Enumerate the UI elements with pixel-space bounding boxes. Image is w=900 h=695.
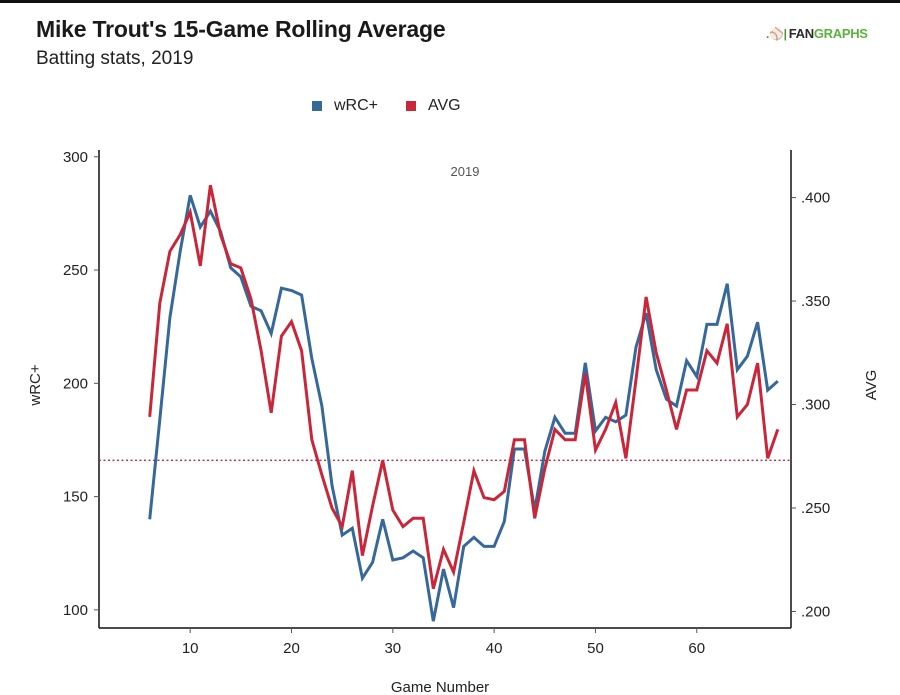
legend-label-wrc: wRC+ — [334, 97, 379, 114]
chart-title: Mike Trout's 15-Game Rolling Average — [36, 16, 446, 42]
x-tick-label: 40 — [486, 640, 503, 657]
y-right-tick-label: .400 — [801, 190, 830, 207]
x-tick-label: 60 — [688, 640, 705, 657]
legend-label-avg: AVG — [428, 97, 461, 114]
axes: 10 20 30 40 50 60 100 150 200 250 300 .200 .250 .300.… — [63, 149, 830, 657]
panel-label: 2019 — [451, 164, 480, 179]
y-left-tick-label: 150 — [63, 489, 88, 506]
x-tick-label: 10 — [182, 640, 199, 657]
y-left-tick-label: 300 — [63, 149, 88, 166]
x-tick-label: 30 — [384, 640, 401, 657]
legend: wRC+ AVG — [312, 97, 489, 115]
y-left-tick-label: 200 — [63, 375, 88, 392]
y-right-tick-label: .350 — [801, 293, 830, 310]
logo-text-graphs: GRAPHS — [813, 26, 868, 41]
legend-swatch-wrc — [312, 101, 322, 111]
fangraphs-logo[interactable]: .⚾| FAN GRAPHS — [766, 26, 868, 41]
y-left-tick-label: 100 — [63, 602, 88, 619]
series-line-avg — [148, 184, 780, 590]
batter-icon: .⚾| — [766, 26, 787, 41]
series-lines — [148, 184, 780, 622]
x-tick-label: 20 — [283, 640, 300, 657]
top-border — [0, 0, 900, 3]
legend-swatch-avg — [406, 101, 417, 111]
legend-item-wrc[interactable]: wRC+ — [312, 97, 378, 115]
y-axis-label-right: AVG — [863, 370, 880, 401]
x-tick-label: 50 — [587, 640, 604, 657]
series-line-wrc — [148, 194, 779, 622]
y-right-tick-label: .250 — [801, 500, 830, 517]
legend-item-avg[interactable]: AVG — [406, 97, 461, 115]
x-axis-label: Game Number — [391, 679, 489, 695]
y-left-tick-label: 250 — [63, 262, 88, 279]
y-right-tick-label: .300 — [801, 397, 830, 414]
logo-text-fan: FAN — [788, 26, 814, 41]
chart-subtitle: Batting stats, 2019 — [36, 48, 194, 69]
y-right-tick-label: .200 — [801, 603, 830, 620]
y-axis-label-left: wRC+ — [27, 364, 44, 406]
